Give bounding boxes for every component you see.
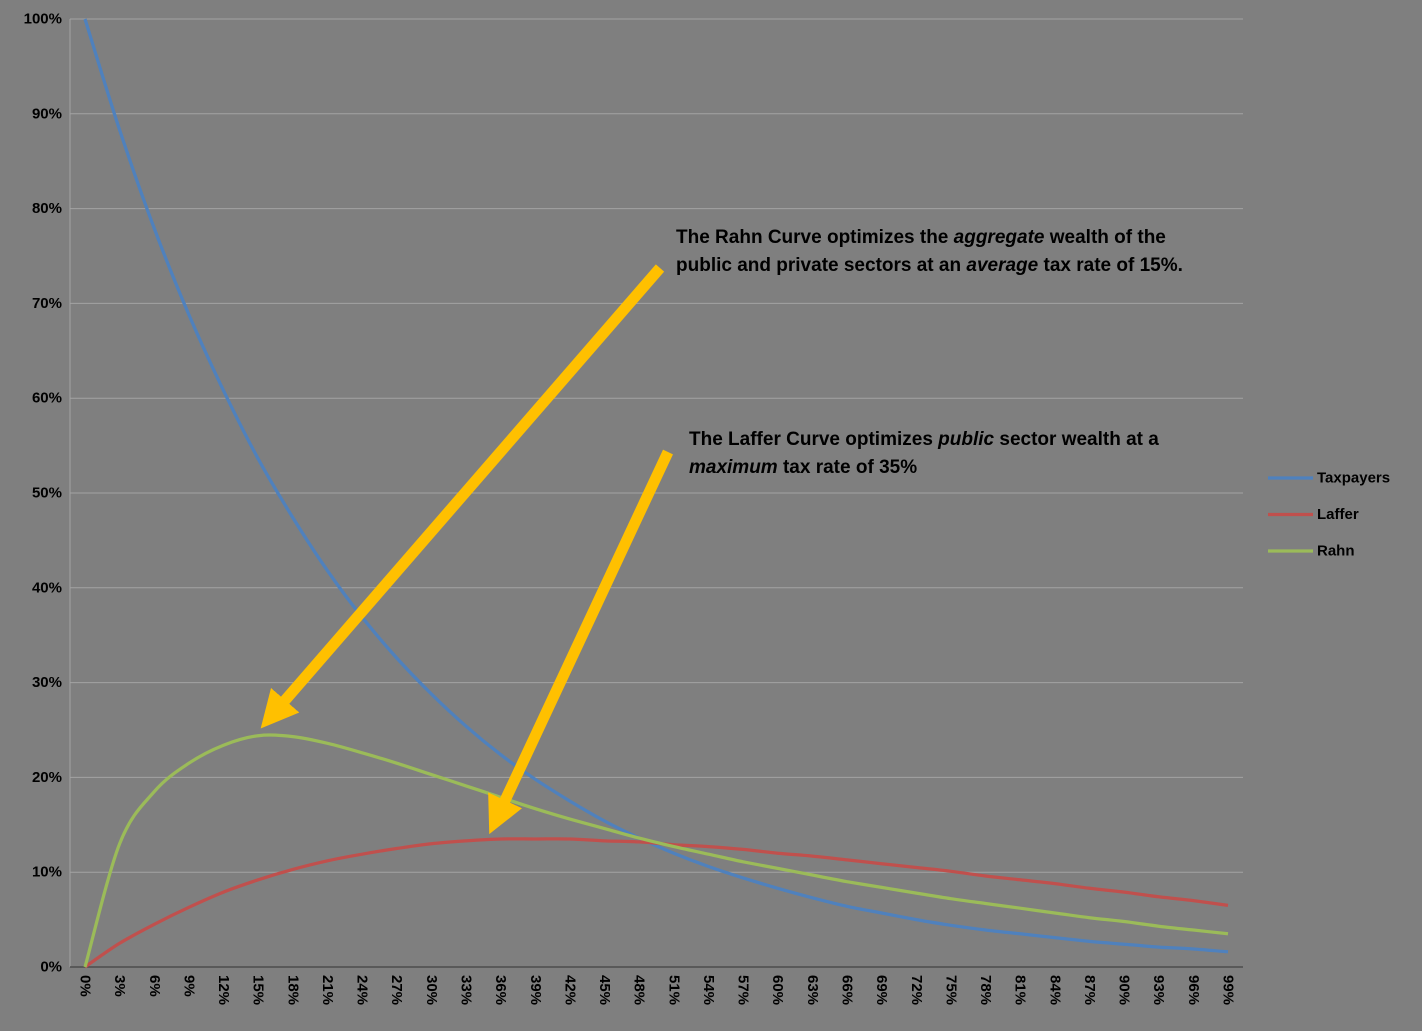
x-tick-label: 3% xyxy=(111,975,128,997)
x-tick-label: 96% xyxy=(1185,975,1202,1005)
x-tick-label: 24% xyxy=(354,975,371,1005)
x-tick-label: 63% xyxy=(804,975,821,1005)
x-tick-label: 84% xyxy=(1046,975,1063,1005)
x-tick-label: 57% xyxy=(735,975,752,1005)
x-tick-label: 9% xyxy=(180,975,197,997)
x-tick-label: 99% xyxy=(1220,975,1237,1005)
x-tick-label: 33% xyxy=(458,975,475,1005)
x-tick-label: 48% xyxy=(631,975,648,1005)
y-tick-label: 90% xyxy=(32,105,62,122)
x-tick-label: 51% xyxy=(665,975,682,1005)
x-tick-label: 69% xyxy=(873,975,890,1005)
x-tick-label: 30% xyxy=(423,975,440,1005)
x-tick-label: 15% xyxy=(250,975,267,1005)
y-tick-label: 0% xyxy=(40,959,62,976)
x-tick-label: 27% xyxy=(388,975,405,1005)
legend-label-taxpayers: Taxpayers xyxy=(1317,470,1390,487)
x-tick-label: 21% xyxy=(319,975,336,1005)
series-line-rahn xyxy=(83,733,1229,968)
y-tick-label: 30% xyxy=(32,674,62,691)
legend-label-laffer: Laffer xyxy=(1317,506,1359,523)
legend-label-rahn: Rahn xyxy=(1317,543,1355,560)
x-tick-label: 87% xyxy=(1081,975,1098,1005)
x-tick-label: 60% xyxy=(769,975,786,1005)
x-tick-label: 42% xyxy=(561,975,578,1005)
x-tick-label: 81% xyxy=(1012,975,1029,1005)
y-tick-label: 70% xyxy=(32,295,62,312)
y-tick-label: 50% xyxy=(32,485,62,502)
x-tick-label: 93% xyxy=(1150,975,1167,1005)
x-tick-label: 18% xyxy=(284,975,301,1005)
legend: Taxpayers Laffer Rahn xyxy=(1268,470,1390,560)
x-tick-label: 12% xyxy=(215,975,232,1005)
y-tick-label: 100% xyxy=(24,11,62,28)
annotation-arrows xyxy=(260,264,673,835)
x-tick-label: 6% xyxy=(146,975,163,997)
series-lines xyxy=(83,18,1229,969)
y-axis-labels: 0% 10% 20% 30% 40% 50% 60% 70% 80% 90% 100% xyxy=(24,11,62,976)
annotation-arrow-rahn-note xyxy=(260,264,665,729)
gridlines xyxy=(70,18,1243,873)
x-tick-label: 78% xyxy=(977,975,994,1005)
x-tick-label: 66% xyxy=(839,975,856,1005)
x-tick-label: 36% xyxy=(492,975,509,1005)
y-tick-label: 40% xyxy=(32,579,62,596)
x-tick-label: 54% xyxy=(700,975,717,1005)
x-axis-labels: 0% 3% 6% 9% 12% 15% 18% 21% 24% 27% 30% 33% 36% 39% 42… xyxy=(77,975,1237,1005)
annotation-arrow-laffer-note xyxy=(488,449,673,835)
x-tick-label: 0% xyxy=(77,975,94,997)
series-line-laffer xyxy=(84,837,1229,969)
x-tick-label: 39% xyxy=(527,975,544,1005)
y-tick-label: 60% xyxy=(32,390,62,407)
x-tick-label: 45% xyxy=(596,975,613,1005)
y-tick-label: 80% xyxy=(32,200,62,217)
x-tick-label: 72% xyxy=(908,975,925,1005)
y-tick-label: 10% xyxy=(32,864,62,881)
x-tick-label: 90% xyxy=(1116,975,1133,1005)
y-tick-label: 20% xyxy=(32,769,62,786)
x-tick-label: 75% xyxy=(942,975,959,1005)
